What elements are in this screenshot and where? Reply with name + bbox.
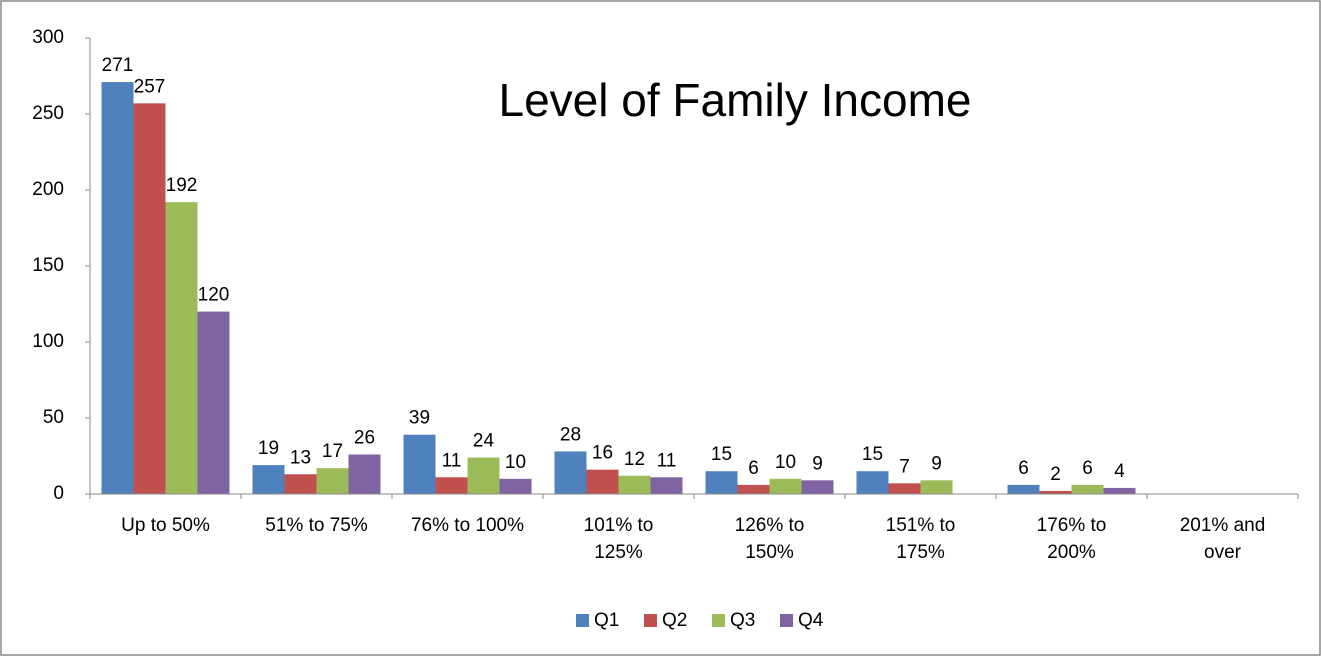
data-label: 10 [505, 452, 526, 473]
bar [705, 471, 738, 494]
bar [1103, 487, 1136, 494]
bar [197, 311, 230, 494]
data-label: 9 [812, 453, 823, 474]
x-tick-label: 76% to 100% [410, 515, 525, 536]
data-label: 7 [899, 456, 910, 477]
legend-label: Q3 [730, 610, 755, 631]
y-tick-label: 0 [53, 483, 64, 504]
x-tick-label: Up to 50% [121, 515, 210, 536]
bar [769, 478, 802, 494]
x-tick-label: 126% to 150% [734, 515, 805, 563]
data-label: 6 [748, 458, 759, 479]
bar [1007, 484, 1040, 494]
data-label: 11 [657, 450, 677, 471]
x-tick-label: 176% to 200% [1036, 515, 1107, 563]
bar [284, 474, 317, 494]
legend-label: Q2 [662, 610, 687, 631]
bar [650, 477, 683, 494]
bar [1071, 484, 1104, 494]
legend-label: Q4 [798, 610, 824, 631]
data-label: 39 [409, 408, 430, 429]
bar [888, 483, 921, 494]
data-label: 26 [354, 427, 375, 448]
data-label: 120 [198, 285, 230, 306]
data-label: 6 [1018, 458, 1029, 479]
bar [737, 484, 770, 494]
data-label: 4 [1114, 461, 1125, 482]
bar [801, 480, 834, 494]
bar [435, 477, 468, 494]
bar [920, 480, 953, 494]
y-tick-label: 150 [32, 255, 64, 276]
bar [165, 202, 198, 494]
bar [618, 475, 651, 494]
y-tick-label: 300 [32, 27, 64, 48]
bar [101, 82, 134, 494]
data-label: 11 [442, 450, 462, 471]
y-tick-label: 100 [32, 331, 64, 352]
data-label: 10 [775, 452, 796, 473]
bar [586, 469, 619, 494]
data-label: 271 [102, 55, 134, 76]
data-label: 257 [134, 76, 166, 97]
x-tick-label: 101% to 125% [583, 515, 654, 563]
bar [499, 478, 532, 494]
bar [348, 454, 381, 494]
legend-swatch [780, 614, 793, 627]
data-label: 15 [711, 444, 732, 465]
data-label: 9 [931, 453, 942, 474]
data-label: 17 [322, 441, 343, 462]
legend-label: Q1 [594, 610, 619, 631]
data-label: 24 [473, 431, 495, 452]
data-label: 192 [166, 175, 198, 196]
bar [133, 103, 166, 495]
bar [1039, 490, 1072, 494]
data-label: 6 [1082, 458, 1093, 479]
bar [252, 465, 285, 494]
bar [554, 451, 587, 494]
x-tick-label: 51% to 75% [265, 515, 368, 536]
bar [856, 471, 889, 494]
data-label: 2 [1050, 464, 1061, 485]
x-tick-label: 201% and over [1179, 515, 1266, 563]
data-label: 12 [624, 449, 645, 470]
y-tick-label: 250 [32, 103, 64, 124]
bar [316, 468, 349, 494]
y-tick-label: 50 [43, 407, 64, 428]
data-label: 15 [862, 444, 883, 465]
data-label: 13 [290, 447, 311, 468]
data-label: 28 [560, 424, 581, 445]
chart-title: Level of Family Income [499, 74, 972, 126]
bar [467, 457, 500, 494]
bar [403, 434, 436, 494]
x-tick-label: 151% to 175% [885, 515, 956, 563]
data-label: 19 [258, 438, 279, 459]
legend-swatch [644, 614, 657, 627]
y-tick-label: 200 [32, 179, 64, 200]
data-label: 16 [592, 443, 613, 464]
legend-swatch [576, 614, 589, 627]
legend-swatch [712, 614, 725, 627]
